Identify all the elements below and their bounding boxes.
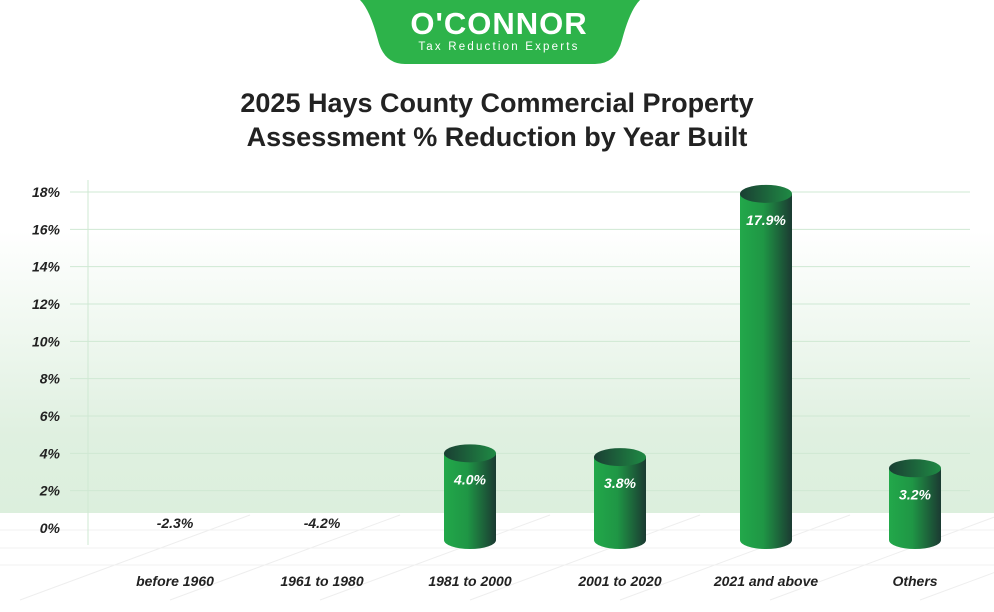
- x-tick-label: 1981 to 2000: [428, 573, 511, 589]
- data-label: 17.9%: [746, 212, 786, 228]
- data-label: -4.2%: [304, 515, 341, 531]
- logo-name: O'CONNOR: [410, 6, 588, 41]
- x-tick-label: 2021 and above: [713, 573, 818, 589]
- bar-body: [740, 193, 792, 549]
- x-tick-label: Others: [892, 573, 937, 589]
- bar: 3.2%: [889, 459, 941, 549]
- data-label: 4.0%: [453, 471, 486, 487]
- chart-title-line-2: Assessment % Reduction by Year Built: [246, 122, 748, 152]
- bar-body: [444, 453, 496, 549]
- floor-line: [19, 514, 251, 601]
- data-label: 3.8%: [604, 475, 636, 491]
- y-tick-label: 12%: [32, 296, 61, 312]
- y-tick-label: 0%: [40, 520, 61, 536]
- bar-top: [740, 184, 792, 203]
- chart-background: [0, 0, 994, 513]
- data-label: -2.3%: [157, 515, 194, 531]
- floor-line: [619, 514, 851, 601]
- floor-line: [469, 514, 701, 601]
- floor-line: [769, 516, 994, 601]
- data-label: 3.2%: [899, 486, 931, 502]
- y-tick-label: 16%: [32, 221, 61, 237]
- floor-line: [169, 514, 401, 601]
- y-tick-label: 6%: [40, 408, 61, 424]
- bar-body: [889, 468, 941, 549]
- bar: 17.9%: [740, 184, 792, 549]
- chart-title: 2025 Hays County Commercial Property Ass…: [0, 86, 994, 154]
- chart-title-line-1: 2025 Hays County Commercial Property: [240, 88, 754, 118]
- y-tick-label: 2%: [39, 483, 61, 499]
- logo-tagline: Tax Reduction Experts: [418, 41, 580, 53]
- x-tick-label: 1961 to 1980: [280, 573, 363, 589]
- logo-banner: [360, 0, 640, 64]
- bar: 3.8%: [594, 448, 646, 549]
- y-tick-label: 4%: [39, 445, 61, 461]
- x-tick-label: 2001 to 2020: [577, 573, 661, 589]
- floor-line: [319, 514, 551, 601]
- bar: 4.0%: [444, 444, 496, 549]
- bar-top: [889, 459, 941, 478]
- y-tick-label: 10%: [32, 333, 61, 349]
- bar-body: [594, 457, 646, 549]
- y-tick-label: 14%: [32, 259, 61, 275]
- floor-line: [919, 572, 994, 601]
- logo: O'CONNOR Tax Reduction Experts: [360, 0, 638, 64]
- x-tick-label: before 1960: [136, 573, 214, 589]
- y-tick-label: 18%: [32, 184, 61, 200]
- bar-top: [594, 448, 646, 467]
- y-tick-label: 8%: [40, 371, 61, 387]
- bar-top: [444, 444, 496, 463]
